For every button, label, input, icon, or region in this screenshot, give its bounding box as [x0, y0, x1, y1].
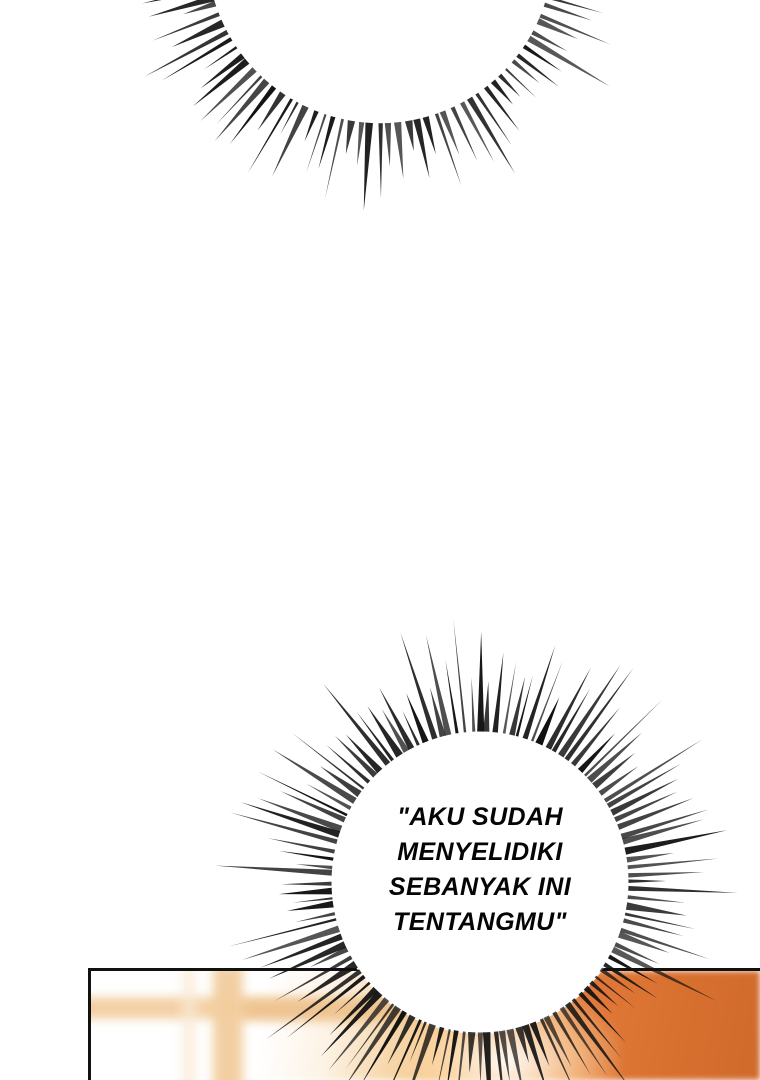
lower-bubble-text: "AKU SUDAH MENYELIDIKI SEBANYAK INI TENT…: [388, 803, 572, 936]
window-frame-vertical-bar-thin: [183, 971, 195, 1080]
window-frame-vertical-bar: [213, 971, 243, 1080]
top-burst-bubble: [0, 0, 760, 292]
